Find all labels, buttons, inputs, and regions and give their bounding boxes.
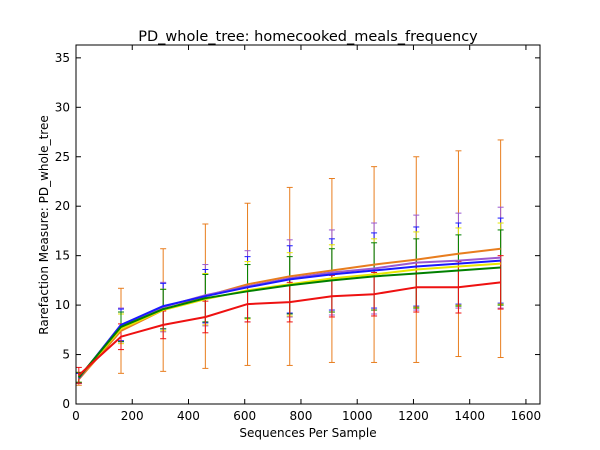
x-tick-label: 1000: [342, 409, 373, 423]
plot-frame: [75, 44, 541, 405]
x-tick-label: 800: [290, 409, 313, 423]
series-line-5: [78, 266, 501, 378]
x-tick-label: 1600: [511, 409, 542, 423]
y-tick-label: 20: [55, 199, 70, 213]
y-tick-label: 0: [62, 397, 70, 411]
chart-title: PD_whole_tree: homecooked_meals_frequenc…: [138, 29, 478, 45]
y-axis: 0 5 10 15 20 25 30 35: [55, 51, 540, 411]
x-tick-label: 1400: [454, 409, 485, 423]
plot-area: [75, 139, 504, 386]
x-tick-label: 400: [177, 409, 200, 423]
y-tick-label: 30: [55, 100, 70, 114]
x-tick-label: 200: [121, 409, 144, 423]
y-tick-label: 35: [55, 51, 70, 65]
y-axis-label: Rarefaction Measure: PD_whole_tree: [37, 115, 51, 334]
x-tick-label: 600: [233, 409, 256, 423]
series-line-3: [78, 259, 501, 379]
y-tick-label: 15: [55, 249, 70, 263]
x-tick-label: 1200: [398, 409, 429, 423]
series-line-6: [78, 281, 501, 377]
y-tick-label: 5: [62, 348, 70, 362]
x-axis: 0 200 400 600 800 1000 1200 1400 1600: [72, 45, 541, 423]
y-tick-label: 10: [55, 298, 70, 312]
x-tick-label: 0: [72, 409, 80, 423]
x-axis-label: Sequences Per Sample: [239, 426, 376, 440]
y-tick-label: 25: [55, 150, 70, 164]
